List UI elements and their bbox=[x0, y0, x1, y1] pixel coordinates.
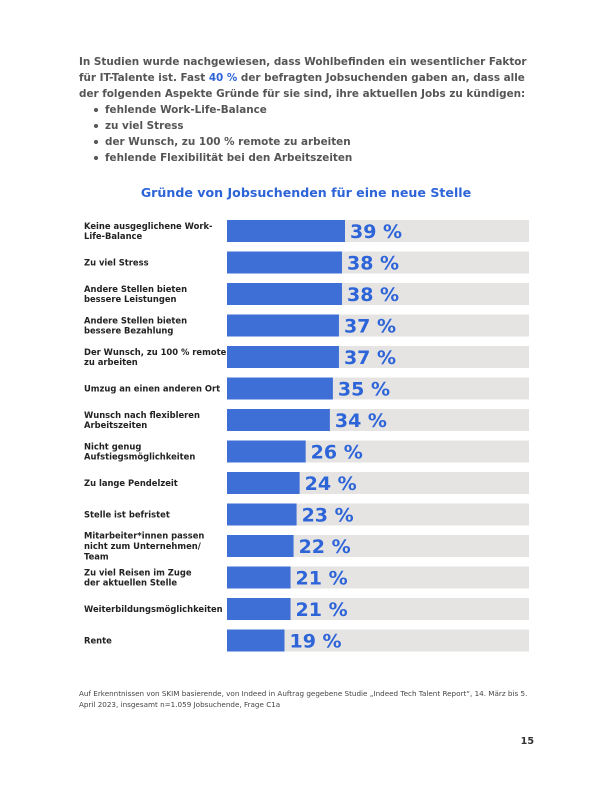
category-label: Umzug an einen anderen Ort bbox=[84, 384, 220, 394]
bar bbox=[227, 314, 339, 337]
bar-track bbox=[227, 598, 529, 620]
bar-track bbox=[227, 566, 529, 589]
bullet-item: der Wunsch, zu 100 % remote zu arbeiten bbox=[79, 134, 539, 150]
bar bbox=[227, 598, 291, 620]
bar-chart: 39 % Keine ausgeglichene Work-Life-Balanc… bbox=[84, 220, 529, 653]
bar bbox=[227, 220, 345, 242]
bar bbox=[227, 535, 294, 557]
category-label: Stelle ist befristet bbox=[84, 510, 170, 520]
data-label: 38 % bbox=[347, 284, 399, 306]
category-label: Mitarbeiter*innen passen nicht zum Untern… bbox=[84, 531, 204, 562]
category-label: Zu viel Reisen im Zuge der aktuellen Stel… bbox=[84, 567, 192, 587]
data-label: 24 % bbox=[305, 473, 357, 495]
category-label: Nicht genug Aufstiegsmöglichkeiten bbox=[84, 441, 195, 461]
bar bbox=[227, 251, 342, 274]
data-label: 21 % bbox=[296, 568, 348, 590]
data-label: 38 % bbox=[347, 253, 399, 275]
footnote: Auf Erkenntnissen von SKIM basierende, v… bbox=[79, 689, 528, 709]
data-label: 37 % bbox=[344, 316, 396, 338]
bar-track bbox=[227, 503, 529, 526]
category-label: Andere Stellen bieten bessere Bezahlung bbox=[84, 315, 187, 335]
bar bbox=[227, 503, 297, 526]
intro-text-before: In Studien wurde nachgewiesen, dass Wohl… bbox=[79, 56, 527, 84]
category-label: Rente bbox=[84, 636, 112, 646]
data-label: 37 % bbox=[344, 347, 396, 369]
bar bbox=[227, 377, 333, 400]
data-label: 39 % bbox=[350, 221, 402, 243]
bar-track bbox=[227, 472, 529, 494]
bar bbox=[227, 283, 342, 305]
bullet-item: fehlende Work-Life-Balance bbox=[79, 102, 539, 118]
data-label: 35 % bbox=[338, 379, 390, 401]
category-label: Keine ausgeglichene Work-Life-Balance bbox=[84, 221, 213, 241]
data-label: 19 % bbox=[289, 631, 341, 653]
bar-track bbox=[227, 629, 529, 652]
category-label: Wunsch nach flexibleren Arbeitszeiten bbox=[84, 410, 200, 430]
intro-text: In Studien wurde nachgewiesen, dass Wohl… bbox=[79, 54, 539, 166]
bar bbox=[227, 440, 306, 463]
bar bbox=[227, 566, 291, 589]
bar-track bbox=[227, 535, 529, 557]
bullet-item: fehlende Flexibilität bei den Arbeitszei… bbox=[79, 150, 539, 166]
page-number: 15 bbox=[520, 736, 534, 747]
data-label: 26 % bbox=[311, 442, 363, 464]
data-label: 23 % bbox=[302, 505, 354, 527]
data-label: 34 % bbox=[335, 410, 387, 432]
bar bbox=[227, 346, 339, 368]
intro-text-after: der befragten Jobsuchenden gaben an, das… bbox=[79, 72, 526, 100]
category-label: Zu lange Pendelzeit bbox=[84, 478, 178, 488]
intro-paragraph: In Studien wurde nachgewiesen, dass Wohl… bbox=[79, 54, 539, 102]
intro-highlight: 40 % bbox=[208, 72, 238, 84]
chart-title: Gründe von Jobsuchenden für eine neue St… bbox=[140, 185, 472, 200]
category-label: Zu viel Stress bbox=[84, 258, 149, 268]
intro-bullet-list: fehlende Work-Life-Balance zu viel Stres… bbox=[79, 102, 539, 166]
data-label: 22 % bbox=[299, 536, 351, 558]
bar bbox=[227, 472, 300, 494]
category-label: Der Wunsch, zu 100 % remote zu arbeiten bbox=[84, 347, 227, 367]
data-label: 21 % bbox=[296, 599, 348, 621]
category-label: Andere Stellen bieten bessere Leistungen bbox=[84, 284, 187, 304]
bar bbox=[227, 409, 330, 431]
bar bbox=[227, 629, 285, 652]
category-label: Weiterbildungsmöglichkeiten bbox=[84, 604, 223, 614]
bullet-item: zu viel Stress bbox=[79, 118, 539, 134]
